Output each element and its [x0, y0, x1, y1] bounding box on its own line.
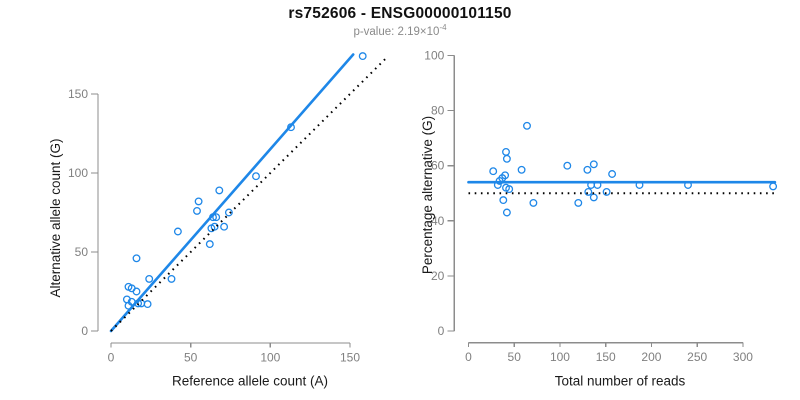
- x-tick-label: 50: [508, 350, 522, 364]
- data-point: [167, 274, 176, 283]
- y-tick-label: 0: [81, 324, 88, 338]
- data-point: [252, 172, 260, 181]
- y-tick-label: 60: [431, 159, 445, 173]
- left-plot: 0 50 100 150 0 50 100 150 Reference allele count…: [48, 52, 389, 389]
- x-tick-label: 50: [184, 351, 198, 365]
- data-point: [132, 254, 141, 263]
- x-tick-label: 100: [550, 350, 570, 364]
- y-tick-label: 20: [431, 269, 445, 283]
- data-point: [502, 208, 511, 217]
- y-tick-label: 40: [431, 214, 445, 228]
- right-plot: 0 20 40 60 80 100 0 50 100 150 200 250 300 Total numb…: [420, 49, 778, 389]
- data-point: [193, 206, 201, 215]
- data-point: [489, 167, 498, 176]
- x-tick-label: 150: [596, 350, 616, 364]
- data-point: [173, 227, 182, 236]
- data-point: [608, 170, 617, 178]
- x-tick-label: 0: [108, 351, 115, 365]
- data-point: [132, 287, 141, 296]
- data-point: [502, 154, 511, 163]
- x-tick-label: 150: [340, 351, 360, 365]
- y-axis-title: Alternative allele count (G): [48, 138, 63, 297]
- data-point: [207, 224, 216, 233]
- data-point: [589, 193, 598, 202]
- x-tick-label: 300: [733, 350, 753, 364]
- data-point: [215, 186, 224, 195]
- fit-line: [109, 53, 355, 333]
- data-point: [583, 165, 592, 174]
- data-point: [769, 182, 778, 191]
- data-point: [220, 222, 229, 231]
- x-tick-label: 200: [641, 350, 661, 364]
- data-point: [212, 213, 221, 222]
- data-point: [602, 187, 611, 196]
- y-tick-label: 100: [68, 166, 88, 180]
- x-tick-label: 0: [465, 350, 472, 364]
- x-tick-label: 100: [260, 351, 280, 365]
- y-tick-label: 80: [431, 104, 445, 118]
- data-point: [502, 147, 510, 156]
- data-point: [563, 161, 572, 170]
- data-point: [505, 185, 514, 194]
- y-tick-label: 0: [438, 324, 445, 338]
- y-tick-label: 150: [68, 87, 88, 101]
- data-point: [584, 187, 593, 196]
- x-axis-title: Reference allele count (A): [172, 374, 328, 389]
- y-axis-title: Percentage alternative (G): [420, 116, 435, 274]
- data-point: [499, 196, 508, 205]
- data-point: [194, 197, 203, 206]
- x-tick-label: 250: [687, 350, 707, 364]
- data-point: [145, 274, 154, 283]
- data-point: [224, 208, 233, 217]
- y-tick-label: 100: [424, 49, 444, 63]
- data-point: [205, 240, 214, 249]
- data-point: [574, 198, 583, 207]
- data-point: [358, 52, 367, 61]
- identity-line: [110, 55, 389, 332]
- data-point: [589, 160, 598, 169]
- data-point: [143, 300, 152, 309]
- data-point: [529, 198, 538, 207]
- y-tick-label: 50: [75, 245, 89, 259]
- x-axis-title: Total number of reads: [555, 374, 686, 389]
- data-point: [523, 121, 531, 130]
- data-point: [517, 165, 526, 174]
